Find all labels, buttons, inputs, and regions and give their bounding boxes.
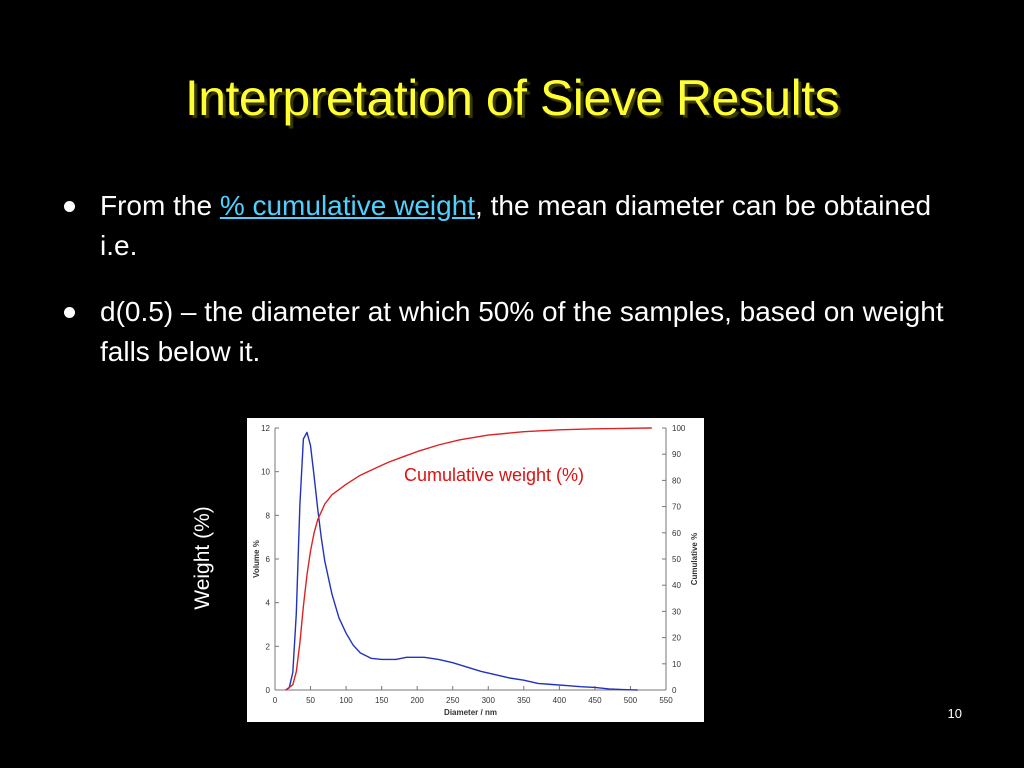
volume-percent-line <box>285 431 638 691</box>
x-tick-label: 500 <box>624 696 638 705</box>
x-tick-label: 250 <box>446 696 460 705</box>
y-tick-label: 10 <box>261 468 270 477</box>
y2-tick-label: 40 <box>672 581 681 590</box>
y2-tick-label: 20 <box>672 634 681 643</box>
cumulative-weight-annotation: Cumulative weight (%) <box>404 465 584 485</box>
x-tick-label: 550 <box>659 696 673 705</box>
x-tick-label: 100 <box>339 696 353 705</box>
particle-size-chart: 0 2 4 6 8 10 12 0 10 20 30 40 50 60 70 80 90 100 0 50 100 150… <box>252 424 699 717</box>
bullet-text-after: , the mean diameter can be obtained i.e. <box>100 190 932 261</box>
x-tick-label: 0 <box>273 696 278 705</box>
weight-axis-label: Weight (%) <box>191 506 214 610</box>
y2-tick-label: 50 <box>672 555 681 564</box>
bullet-dot-icon <box>64 307 75 318</box>
y2-tick-label: 0 <box>672 686 677 695</box>
y2-tick-label: 60 <box>672 529 681 538</box>
bullet-item: From the % cumulative weight, the mean d… <box>62 186 952 266</box>
y-axis-title: Volume % <box>252 540 261 578</box>
y2-tick-label: 30 <box>672 607 681 616</box>
bullet-item: d(0.5) – the diameter at which 50% of th… <box>62 292 952 372</box>
y-tick-label: 2 <box>266 642 271 651</box>
x-tick-label: 50 <box>306 696 315 705</box>
cumulative-weight-line <box>285 427 652 691</box>
x-tick-label: 450 <box>588 696 602 705</box>
y-tick-label: 8 <box>266 511 271 520</box>
bullet-list: From the % cumulative weight, the mean d… <box>62 186 952 398</box>
y-tick-label: 0 <box>266 686 271 695</box>
cumulative-weight-link[interactable]: % cumulative weight <box>219 190 476 221</box>
bullet-dot-icon <box>64 201 75 212</box>
y-tick-label: 12 <box>261 424 270 433</box>
y2-tick-label: 80 <box>672 476 681 485</box>
x-tick-label: 400 <box>553 696 567 705</box>
y2-tick-label: 90 <box>672 450 681 459</box>
x-tick-label: 150 <box>375 696 389 705</box>
x-axis-title: Diameter / nm <box>444 708 497 717</box>
x-tick-label: 200 <box>411 696 425 705</box>
y2-tick-label: 70 <box>672 503 681 512</box>
page-number: 10 <box>947 706 962 721</box>
bullet-text: d(0.5) – the diameter at which 50% of th… <box>100 296 944 367</box>
x-tick-label: 300 <box>482 696 496 705</box>
y2-tick-label: 10 <box>672 660 681 669</box>
y2-axis-title: Cumulative % <box>690 533 699 585</box>
bullet-text-before: From the <box>100 190 220 221</box>
y-tick-label: 4 <box>266 599 271 608</box>
slide-title: Interpretation of Sieve Results <box>184 70 840 126</box>
x-tick-label: 350 <box>517 696 531 705</box>
y2-tick-label: 100 <box>672 424 686 433</box>
y-tick-label: 6 <box>266 555 271 564</box>
chart-panel: 0 2 4 6 8 10 12 0 10 20 30 40 50 60 70 80 90 100 0 50 100 150… <box>247 418 704 722</box>
